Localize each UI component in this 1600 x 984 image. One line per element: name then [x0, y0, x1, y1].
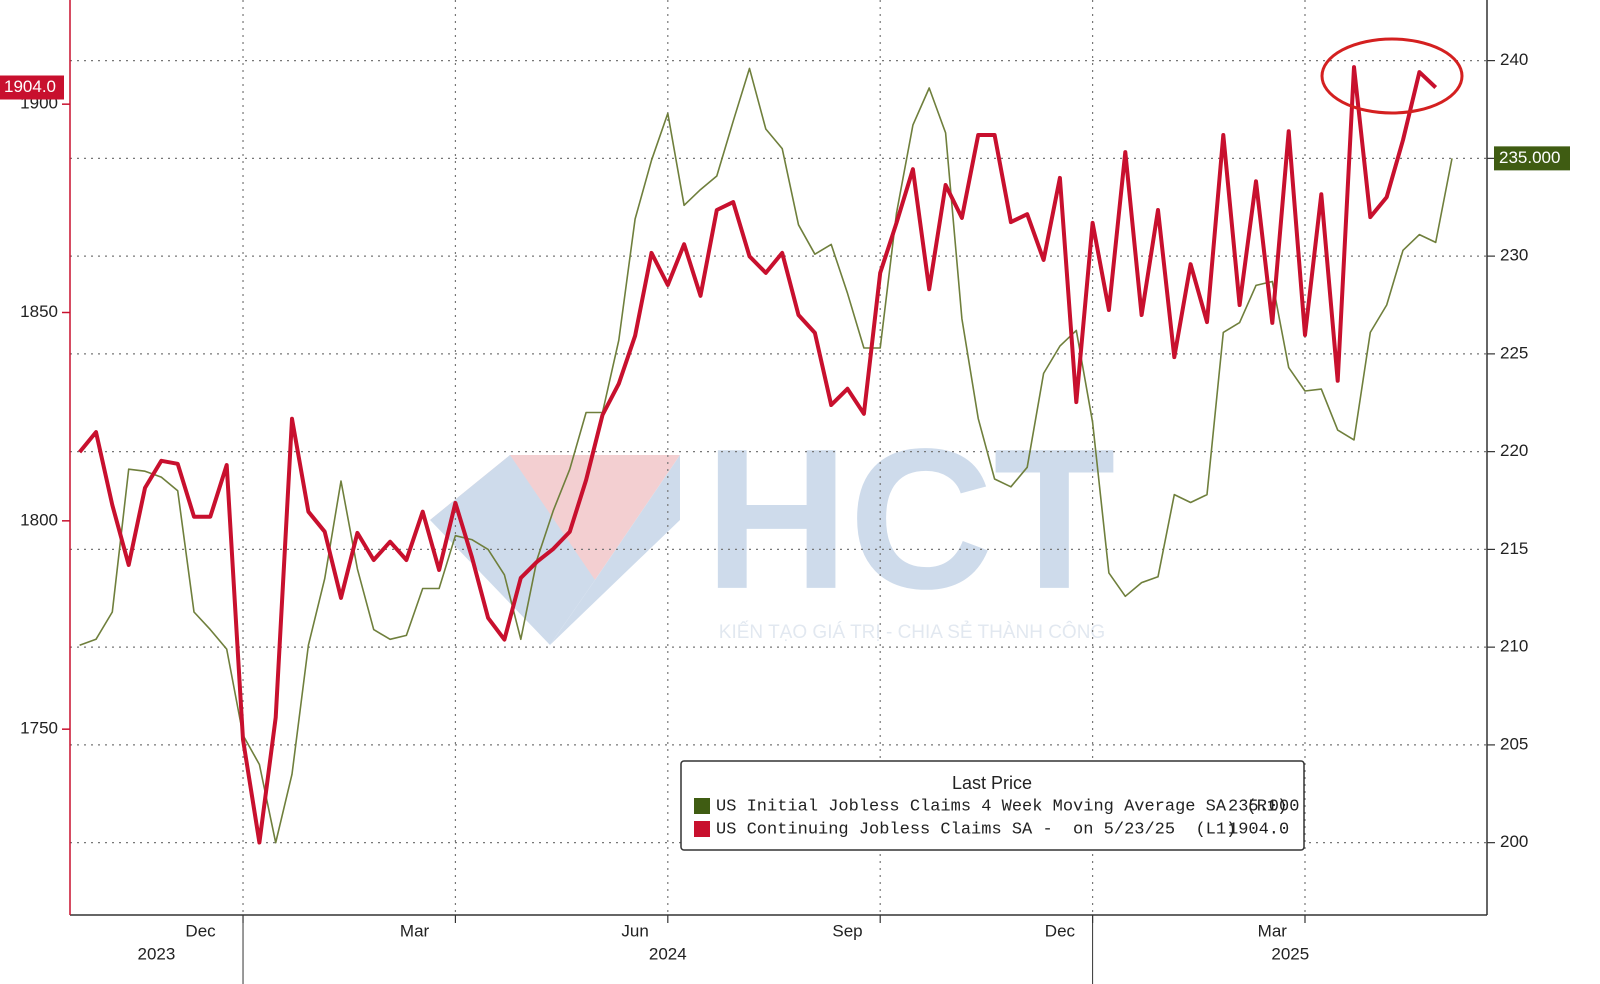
- y-tick-label: 1850: [20, 302, 58, 321]
- y2-tick-label: 230: [1500, 246, 1528, 265]
- x-tick-label: Sep: [832, 921, 862, 940]
- y2-tick-label: 220: [1500, 441, 1528, 460]
- watermark-text: HCT: [704, 408, 1115, 631]
- lines: [78, 65, 1453, 845]
- highlight-circle: [1320, 37, 1464, 115]
- last-price-badge: [0, 75, 64, 100]
- last-price-label: 1904.0: [4, 77, 56, 96]
- legend-value: 235.000: [1228, 797, 1299, 816]
- legend-box: [680, 760, 1305, 851]
- year-label: 2024: [649, 944, 687, 963]
- y2-tick-label: 200: [1500, 832, 1528, 851]
- last-price-badge: [1494, 146, 1570, 171]
- series-line: [79, 67, 1453, 844]
- y-tick-label: 1800: [20, 510, 58, 529]
- legend-label: US Initial Jobless Claims 4 Week Moving …: [716, 797, 1287, 816]
- legend: Last Price US Initial Jobless Claims 4 W…: [680, 760, 1305, 851]
- legend-swatch: [694, 798, 710, 814]
- watermark-logo: [430, 455, 595, 645]
- y2-tick-label: 225: [1500, 343, 1528, 362]
- y2-tick-label: 240: [1500, 50, 1528, 69]
- watermark: HCT KIẾN TẠO GIÁ TRỊ - CHIA SẺ THÀNH CÔN…: [430, 408, 1116, 645]
- y2-tick-label: 215: [1500, 539, 1528, 558]
- legend-value: 1904.0: [1228, 820, 1289, 839]
- legend-rows: US Initial Jobless Claims 4 Week Moving …: [694, 797, 1299, 839]
- x-tick-label: Jun: [621, 921, 648, 940]
- y2-tick-label: 205: [1500, 734, 1528, 753]
- legend-title: Last Price: [952, 773, 1032, 793]
- series-line: [78, 65, 1438, 845]
- last-price-label: 235.000: [1499, 148, 1560, 167]
- y-tick-label: 1750: [20, 719, 58, 738]
- watermark-tagline: KIẾN TẠO GIÁ TRỊ - CHIA SẺ THÀNH CÔNG: [719, 621, 1105, 643]
- legend-label: US Continuing Jobless Claims SA - on 5/2…: [716, 820, 1236, 839]
- legend-swatch: [694, 821, 710, 837]
- x-tick-label: Mar: [1258, 921, 1288, 940]
- year-label: 2023: [138, 944, 176, 963]
- y2-tick-label: 210: [1500, 637, 1528, 656]
- x-tick-label: Dec: [185, 921, 216, 940]
- year-label: 2025: [1271, 944, 1309, 963]
- x-tick-label: Dec: [1045, 921, 1076, 940]
- x-tick-label: Mar: [400, 921, 430, 940]
